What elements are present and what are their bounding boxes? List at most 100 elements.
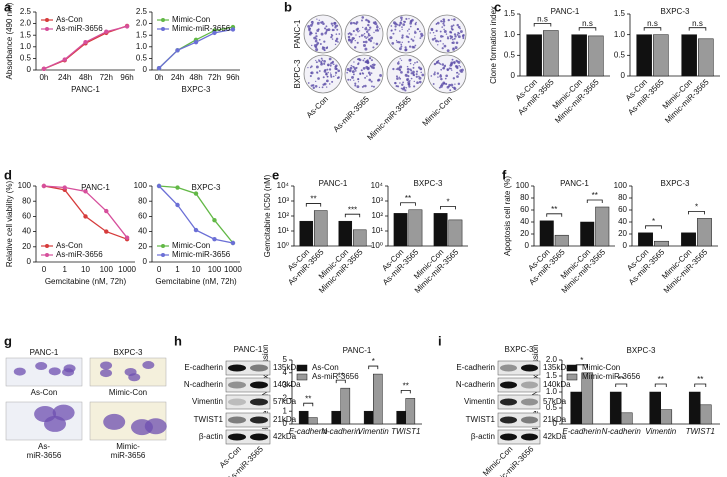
data-point [230,27,236,32]
colony [405,87,408,89]
colony [447,36,449,38]
y-tick-label: 5 [283,355,288,364]
bar [653,34,669,77]
y-tick-label: 20 [618,229,627,238]
colony [413,85,416,88]
data-point [104,29,109,34]
colony [375,42,379,46]
chart-title: PANC-1 [560,179,589,188]
data-point [193,191,199,196]
colony [370,65,374,69]
cell [100,369,113,378]
blot-band [521,364,538,372]
colony [374,21,377,23]
colony [407,83,411,86]
colony [354,84,357,87]
colony [412,64,415,66]
colony [347,35,351,39]
colony [337,41,339,43]
colony [399,77,402,80]
colony [346,71,348,74]
y-tick-label: 60 [520,205,529,214]
data-point [175,185,180,190]
colony [445,82,448,86]
colony [400,45,403,48]
colony [400,70,403,74]
significance-label: n.s [692,19,703,28]
colony [436,21,440,25]
colony [370,72,373,74]
colony [450,25,454,28]
colony [364,40,368,44]
colony [321,62,323,65]
colony [456,75,459,78]
size-label: 140kDa [543,380,571,389]
row-label: PANC-1 [293,19,302,48]
blot-title: BXPC-3 [505,345,534,354]
significance-bracket [303,402,314,407]
chart-title: BXPC-3 [414,179,443,188]
data-point [62,185,67,190]
legend-marker [161,244,165,248]
colony [352,22,355,24]
colony [455,41,459,45]
series-line [158,28,234,69]
colony [410,69,413,72]
colony [438,62,441,65]
colony [408,18,410,20]
blot-band [521,381,538,389]
chart-title: PANC-1 [81,183,110,192]
significance-bracket [305,203,322,207]
colony [320,57,323,60]
series-line [43,185,128,240]
colony [450,31,452,34]
colony [420,71,422,74]
colony [456,33,459,36]
colony [354,70,357,72]
colony [430,75,433,77]
image-label: As- [38,442,50,451]
x-tick-label: 1 [175,265,180,274]
y-tick-label: 0 [553,419,558,428]
bar [448,219,463,247]
colony [315,48,319,52]
colony [362,67,366,70]
x-axis-label: Gemcitabine (nM, 72h) [45,277,127,286]
colony [404,48,408,52]
bar [581,372,594,425]
colony [443,44,447,48]
y-tick-label: 1.0 [546,387,558,396]
bar [697,218,712,247]
colony [330,75,333,78]
colony [316,18,318,20]
colony [351,75,354,79]
colony [407,40,410,43]
significance-label: *** [348,205,357,214]
protein-label: N-cadherin [184,380,223,389]
colony [442,22,445,25]
colony [361,19,363,22]
y-tick-label: 10³ [277,196,289,205]
x-tick-label: N-cadherin [602,427,642,436]
bar [649,391,662,425]
y-tick-label: 1.0 [614,30,626,39]
x-tick-label: 10 [192,265,201,274]
colony [307,24,311,28]
colony [400,87,403,90]
size-label: 21kDa [273,415,297,424]
colony [458,73,460,75]
colony [346,68,350,71]
cell [13,367,26,376]
x-tick-label: TWIST1 [686,427,715,436]
colony [379,74,383,77]
colony [451,58,454,61]
colony [318,38,321,41]
legend-label: As-miR-3656 [56,250,103,259]
y-tick-label: 0 [143,257,148,266]
legend-marker [45,244,49,248]
y-tick-label: 1.0 [136,42,148,51]
colony [460,71,463,73]
data-point [175,202,180,208]
colony [334,26,337,29]
y-tick-label: 2.0 [20,19,32,28]
